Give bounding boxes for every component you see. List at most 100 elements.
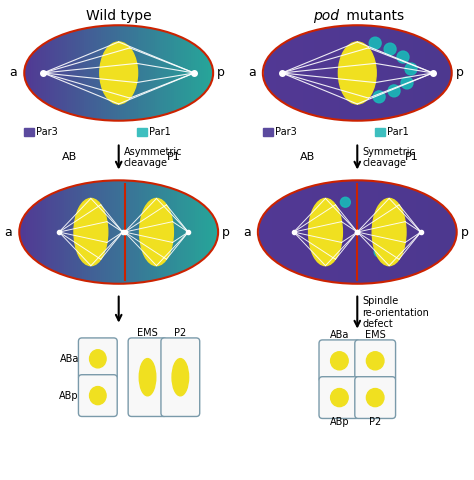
Bar [303, 188, 305, 276]
Bar [438, 203, 440, 262]
Circle shape [373, 91, 385, 103]
Bar [210, 63, 212, 83]
Bar [161, 185, 163, 278]
Bar [288, 40, 291, 106]
Bar [146, 182, 149, 281]
Bar [446, 209, 448, 255]
Bar [153, 29, 155, 117]
Bar [370, 26, 373, 120]
Bar [20, 222, 23, 242]
Text: Symmetric
cleavage: Symmetric cleavage [362, 147, 415, 168]
Ellipse shape [19, 180, 218, 284]
Bar [100, 181, 103, 283]
Bar [137, 181, 139, 283]
Bar [115, 25, 117, 120]
Bar [201, 50, 203, 96]
Bar [28, 209, 31, 255]
Circle shape [385, 239, 395, 249]
Bar [335, 181, 337, 283]
Bar [292, 38, 294, 108]
Bar [197, 201, 199, 263]
Bar [195, 46, 197, 100]
Bar [307, 187, 310, 277]
Bar [443, 54, 445, 92]
Bar [359, 180, 362, 284]
Bar [34, 204, 36, 260]
Bar [330, 27, 333, 119]
Bar [399, 185, 402, 278]
Bar [310, 32, 312, 114]
Bar [407, 33, 409, 113]
Bar [448, 63, 451, 83]
Bar [38, 47, 41, 99]
Bar [382, 27, 384, 119]
Bar [388, 28, 390, 118]
Bar [281, 44, 283, 102]
Bar [391, 184, 394, 280]
Text: Par1: Par1 [387, 127, 409, 137]
Bar [182, 193, 185, 271]
Text: a: a [9, 66, 17, 80]
Bar [76, 185, 79, 279]
Circle shape [384, 43, 396, 55]
Bar [191, 43, 193, 103]
Bar [290, 39, 292, 107]
Bar [91, 182, 93, 282]
Bar [78, 184, 81, 279]
FancyBboxPatch shape [319, 377, 360, 419]
Bar [105, 25, 108, 120]
Bar [351, 180, 354, 284]
Bar [44, 197, 46, 267]
Text: EMS: EMS [137, 328, 158, 338]
Bar [44, 43, 46, 103]
Bar [342, 26, 344, 120]
Bar [164, 187, 167, 277]
Bar [29, 57, 31, 89]
Bar [52, 193, 55, 271]
Bar [48, 41, 50, 105]
Bar [373, 181, 375, 283]
Bar [363, 25, 365, 120]
Bar [439, 50, 441, 96]
Bar [275, 48, 277, 97]
Bar [323, 28, 325, 118]
Bar [141, 27, 144, 119]
Bar [315, 30, 318, 116]
Text: Par1: Par1 [148, 127, 170, 137]
Circle shape [315, 219, 325, 229]
Bar [153, 184, 155, 280]
Text: ABp: ABp [329, 417, 349, 427]
Text: ABa: ABa [60, 354, 79, 364]
Bar [378, 26, 381, 120]
Bar [120, 180, 123, 284]
Bar [263, 215, 265, 250]
Ellipse shape [366, 352, 384, 370]
Bar [374, 26, 377, 120]
Bar [431, 198, 434, 266]
Bar [328, 27, 331, 119]
Bar [281, 198, 283, 266]
Ellipse shape [139, 359, 156, 396]
Circle shape [340, 197, 350, 207]
Bar [159, 185, 161, 279]
Ellipse shape [139, 198, 173, 265]
Bar [180, 37, 182, 109]
Bar [26, 212, 28, 252]
Bar [202, 52, 205, 94]
Bar [145, 27, 147, 119]
Bar [92, 182, 95, 282]
Bar [429, 197, 432, 267]
Bar [284, 42, 287, 104]
Bar [38, 201, 41, 263]
Ellipse shape [258, 180, 457, 284]
Bar [135, 181, 137, 283]
Bar [317, 184, 319, 279]
Text: a: a [5, 226, 12, 239]
Bar [174, 35, 176, 111]
Bar [385, 182, 388, 281]
Bar [140, 182, 143, 282]
Circle shape [374, 247, 384, 257]
Bar [291, 193, 293, 271]
FancyBboxPatch shape [161, 338, 200, 417]
Bar [99, 181, 101, 283]
